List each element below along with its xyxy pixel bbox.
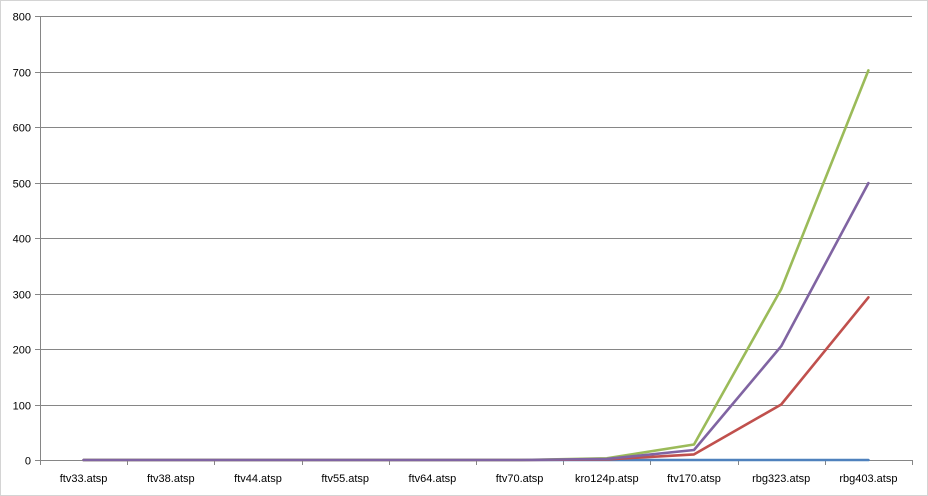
- y-tick-label: 100: [13, 401, 31, 413]
- y-tick-label: 0: [25, 456, 31, 468]
- x-tick-label: ftv64.atsp: [409, 473, 457, 485]
- x-tick-label: rbg403.atsp: [839, 473, 897, 485]
- axes: [35, 16, 913, 465]
- y-tick-label: 700: [13, 68, 31, 80]
- x-axis-tick-labels: ftv33.atsp ftv38.atsp ftv44.atsp ftv55.atsp…: [60, 473, 898, 485]
- series-line-2: [82, 296, 870, 462]
- y-axis-tick-labels: 0 100 200 300 400 500 600 700 800: [13, 12, 31, 468]
- x-tick-label: ftv55.atsp: [321, 473, 369, 485]
- x-tick-label: ftv170.atsp: [667, 473, 721, 485]
- series-line-4: [82, 181, 870, 462]
- x-tick-label: ftv38.atsp: [147, 473, 195, 485]
- y-tick-label: 800: [13, 12, 31, 24]
- x-tick-label: ftv33.atsp: [60, 473, 108, 485]
- x-tick-label: rbg323.atsp: [752, 473, 810, 485]
- y-tick-label: 400: [13, 234, 31, 246]
- y-tick-label: 300: [13, 290, 31, 302]
- y-tick-label: 500: [13, 179, 31, 191]
- y-tick-label: 600: [13, 123, 31, 135]
- x-tick-label: ftv70.atsp: [496, 473, 544, 485]
- gridlines: [40, 16, 912, 406]
- series-lines: [82, 69, 870, 462]
- series-line-3: [82, 69, 870, 462]
- x-tick-label: ftv44.atsp: [234, 473, 282, 485]
- y-tick-label: 200: [13, 345, 31, 357]
- x-tick-label: kro124p.atsp: [575, 473, 639, 485]
